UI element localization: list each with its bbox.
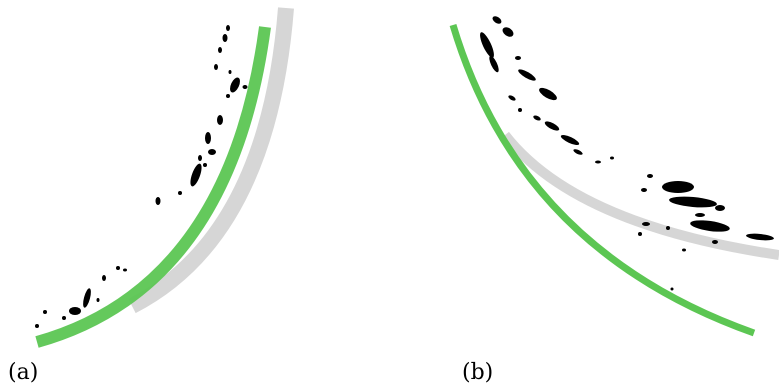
panel-a [35, 7, 294, 348]
blob [178, 191, 182, 195]
panel-a-reference-curve [128, 7, 294, 314]
blob [69, 307, 81, 315]
blob [508, 95, 516, 101]
blob [533, 115, 541, 121]
blob [746, 233, 774, 241]
blob [226, 94, 230, 98]
blob [544, 121, 560, 131]
panel-b [449, 16, 779, 337]
blob [230, 77, 240, 93]
blob [573, 149, 583, 155]
blob [242, 85, 248, 89]
blob [662, 181, 694, 193]
blob [96, 298, 100, 302]
blob [695, 213, 705, 217]
blob [102, 275, 106, 281]
blob [669, 196, 717, 208]
blob [43, 310, 47, 314]
blob [205, 132, 211, 144]
blob [198, 155, 202, 161]
blob [638, 232, 642, 236]
panel-b-blobs [480, 16, 774, 291]
blob [712, 240, 718, 244]
blob [682, 248, 686, 252]
blob [647, 174, 653, 178]
blob [62, 316, 66, 320]
panel-b-label: (b) [462, 360, 494, 385]
blob [83, 288, 91, 308]
blob [690, 220, 730, 232]
panel-b-fitted-curve [449, 23, 756, 337]
blob [610, 156, 614, 160]
blob [208, 149, 216, 155]
blob [502, 27, 514, 37]
blob [492, 16, 502, 24]
blob [715, 205, 725, 211]
blob [641, 188, 647, 192]
blob [480, 32, 494, 58]
blob [190, 163, 202, 187]
blob [123, 268, 127, 272]
blob [116, 266, 120, 270]
blob [155, 197, 161, 205]
blob [214, 64, 218, 70]
panel-a-blobs [35, 25, 248, 328]
blob [560, 134, 580, 146]
blob [670, 287, 674, 291]
blob [595, 160, 601, 164]
blob [515, 56, 521, 60]
blob [228, 70, 232, 74]
blob [539, 87, 557, 101]
blob [35, 324, 39, 328]
blob [217, 115, 223, 125]
blob [218, 47, 222, 53]
blob [203, 163, 207, 167]
panel-a-fitted-curve [35, 26, 271, 348]
panel-a-label: (a) [8, 360, 39, 385]
panel-b-reference-curve [501, 131, 779, 260]
blob [518, 69, 536, 81]
blob [518, 108, 522, 112]
blob [222, 34, 228, 42]
blob [489, 55, 499, 73]
blob [642, 222, 650, 226]
blob [226, 25, 230, 31]
blob [666, 226, 670, 230]
